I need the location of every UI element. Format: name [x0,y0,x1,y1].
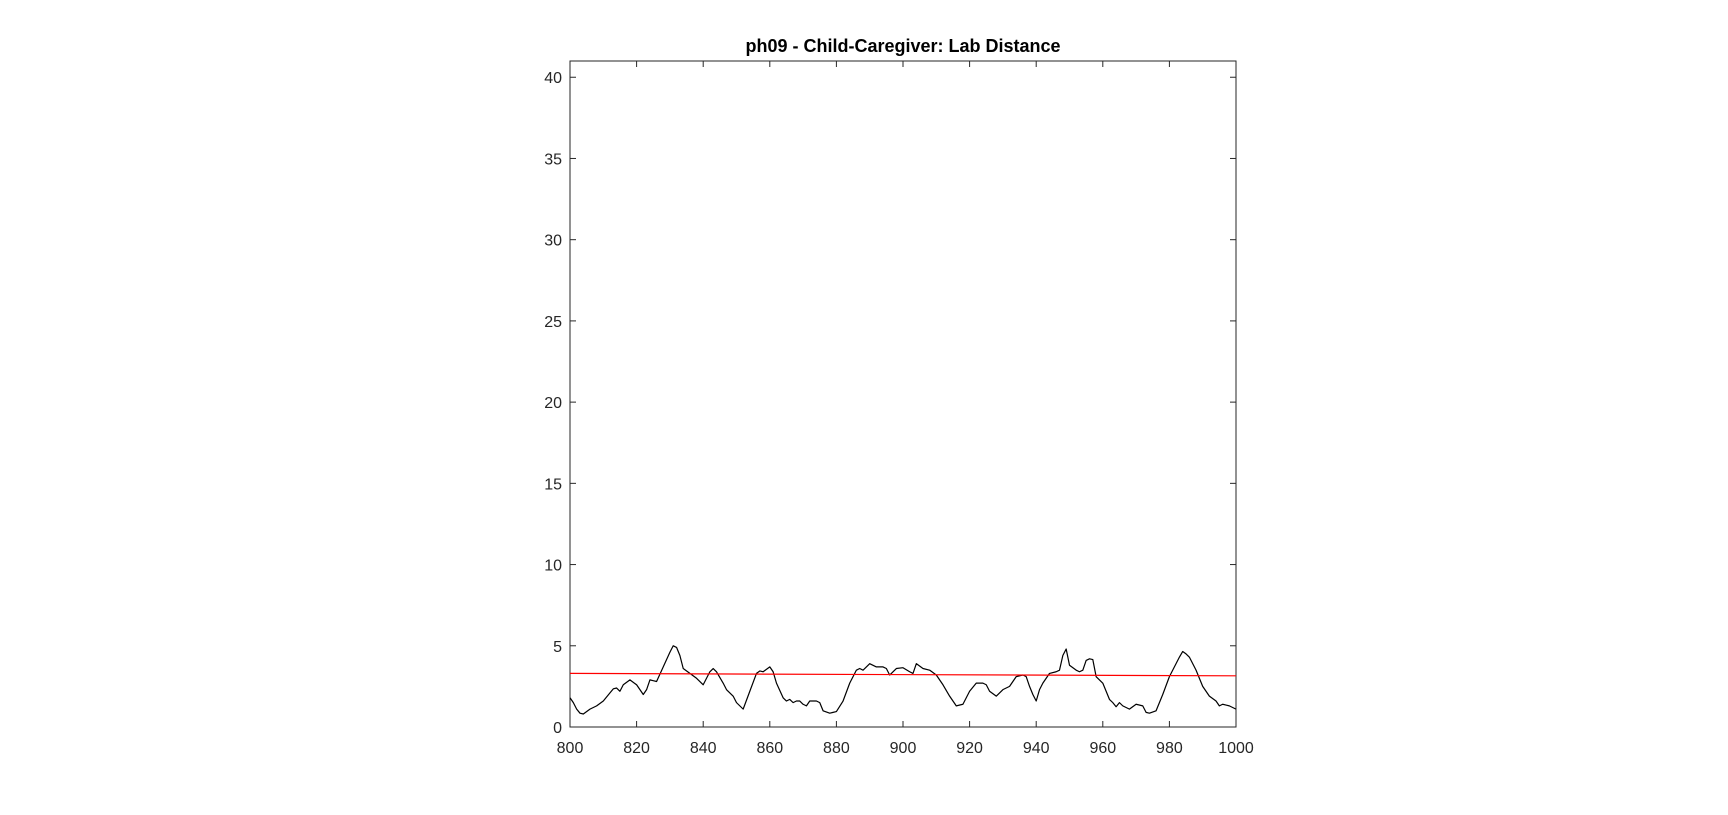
x-tick-label: 900 [890,740,917,757]
axes-box [569,60,1237,728]
plot-area [569,60,1237,728]
y-tick-label: 5 [553,639,562,656]
x-tick-label: 1000 [1218,740,1254,757]
x-tick-label: 940 [1023,740,1050,757]
y-tick-label: 0 [553,720,562,737]
y-tick-label: 15 [544,476,562,493]
x-axis-ticks: 800 820 840 860 880 900 920 940 960 980 1000 [557,61,1254,757]
y-tick-label: 10 [544,558,562,575]
y-tick-label: 40 [544,70,562,87]
y-tick-label: 30 [544,233,562,250]
x-tick-label: 860 [756,740,783,757]
x-tick-label: 800 [557,740,584,757]
y-tick-label: 25 [544,314,562,331]
series-layer [569,645,1237,715]
x-tick-label: 820 [623,740,650,757]
chart-title: ph09 - Child-Caregiver: Lab Distance [745,36,1060,56]
y-axis-ticks: 0 5 10 15 20 25 30 35 40 [544,70,1236,737]
y-tick-label: 35 [544,151,562,168]
series-line-trend [569,672,1237,677]
y-tick-label: 20 [544,395,562,412]
x-tick-label: 920 [956,740,983,757]
x-tick-label: 880 [823,740,850,757]
x-tick-label: 960 [1089,740,1116,757]
x-tick-label: 980 [1156,740,1183,757]
x-tick-label: 840 [690,740,717,757]
